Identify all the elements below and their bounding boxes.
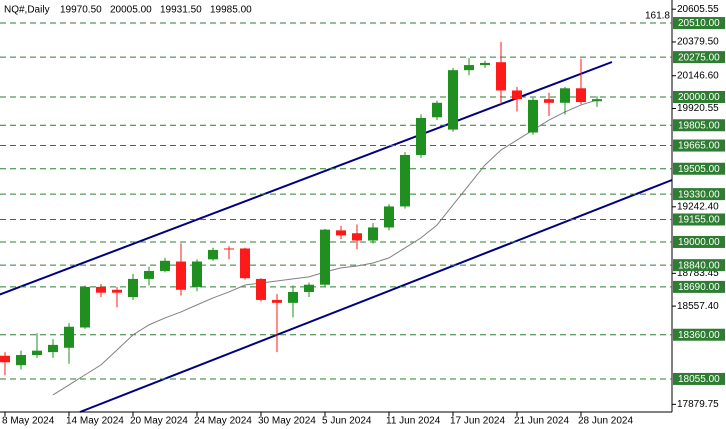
candle-body: [128, 278, 138, 298]
level-label-box: [673, 188, 725, 201]
plot-area: [0, 0, 672, 412]
level-label: 20510.00: [678, 18, 720, 29]
level-label: 19155.00: [678, 215, 720, 226]
candle-body: [112, 289, 122, 293]
level-label-box: [673, 372, 725, 385]
candle-body: [560, 88, 570, 103]
candle-body: [464, 65, 474, 71]
candle-body: [32, 350, 42, 356]
candle-body: [272, 299, 282, 303]
level-label: 19000.00: [678, 237, 720, 248]
level-label: 20275.00: [678, 52, 720, 63]
x-tick-label: 30 May 2024: [258, 416, 316, 427]
level-label: 19665.00: [678, 141, 720, 152]
level-label-box: [673, 119, 725, 132]
level-label: 18055.00: [678, 374, 720, 385]
chart-title: NQ#,Daily: [4, 5, 50, 16]
header-value: 19985.00: [210, 5, 252, 16]
level-label: 19330.00: [678, 189, 720, 200]
x-tick-label: 24 May 2024: [194, 416, 252, 427]
candle-body: [240, 248, 250, 279]
level-label: 19505.00: [678, 164, 720, 175]
level-label: 18360.00: [678, 330, 720, 341]
level-label-box: [673, 90, 725, 103]
candle-body: [512, 90, 522, 100]
x-tick-label: 28 Jun 2024: [578, 416, 633, 427]
trend-line: [79, 179, 673, 413]
annotation: 161.8: [645, 11, 670, 22]
x-tick-label: 17 Jun 2024: [450, 416, 505, 427]
level-label: 18690.00: [678, 282, 720, 293]
x-tick-label: 8 May 2024: [2, 416, 55, 427]
candle-body: [80, 286, 90, 328]
candle-body: [176, 261, 186, 290]
candle-body: [192, 261, 202, 287]
y-tick-label: 18783.45: [677, 268, 719, 279]
candle-body: [320, 229, 330, 285]
level-label: 20000.00: [678, 92, 720, 103]
candle-body: [368, 227, 378, 241]
candle-body: [400, 154, 410, 207]
level-label-box: [673, 213, 725, 226]
header-value: 19970.50: [60, 5, 102, 16]
candle-body: [448, 70, 458, 130]
level-label: 18840.00: [678, 260, 720, 271]
candle-body: [0, 355, 10, 363]
candle-body: [576, 88, 586, 103]
level-label-box: [673, 51, 725, 64]
level-label: 19805.00: [678, 120, 720, 131]
level-label-box: [673, 139, 725, 152]
candle-body: [224, 248, 234, 250]
level-label-box: [673, 280, 725, 293]
header-value: 20005.00: [110, 5, 152, 16]
candle-body: [336, 230, 346, 236]
y-tick-label: 18557.40: [677, 301, 719, 312]
candle-body: [64, 326, 74, 348]
x-tick-label: 21 Jun 2024: [514, 416, 569, 427]
y-tick-label: 20146.60: [677, 70, 719, 81]
candle-body: [352, 233, 362, 241]
candle-body: [304, 284, 314, 292]
level-label-box: [673, 162, 725, 175]
candle-body: [480, 62, 490, 66]
level-label-box: [673, 17, 725, 30]
candle-body: [544, 99, 554, 103]
x-tick-label: 11 Jun 2024: [386, 416, 441, 427]
candle-body: [432, 102, 442, 118]
y-tick-label: 19920.55: [677, 103, 719, 114]
candle-body: [592, 99, 602, 102]
x-tick-label: 20 May 2024: [130, 416, 188, 427]
candle-body: [416, 118, 426, 155]
level-label-box: [673, 235, 725, 248]
x-tick-label: 14 May 2024: [66, 416, 124, 427]
candle-body: [144, 270, 154, 279]
y-tick-label: 19242.40: [677, 201, 719, 212]
candle-body: [528, 99, 538, 133]
y-tick-label: 20605.55: [677, 4, 719, 15]
candle-body: [256, 278, 266, 300]
candle-body: [16, 355, 26, 366]
level-label-box: [673, 259, 725, 272]
candle-body: [160, 260, 170, 271]
candle-body: [288, 291, 298, 303]
x-tick-label: 5 Jun 2024: [322, 416, 372, 427]
trend-line: [0, 61, 613, 296]
candle-body: [96, 286, 106, 293]
candle-body: [384, 206, 394, 228]
header-value: 19931.50: [160, 5, 202, 16]
candle-body: [208, 249, 218, 260]
candle-body: [496, 62, 506, 91]
y-tick-label: 20379.50: [677, 37, 719, 48]
candle-body: [48, 344, 58, 353]
y-tick-label: 17879.75: [677, 399, 719, 410]
level-label-box: [673, 328, 725, 341]
